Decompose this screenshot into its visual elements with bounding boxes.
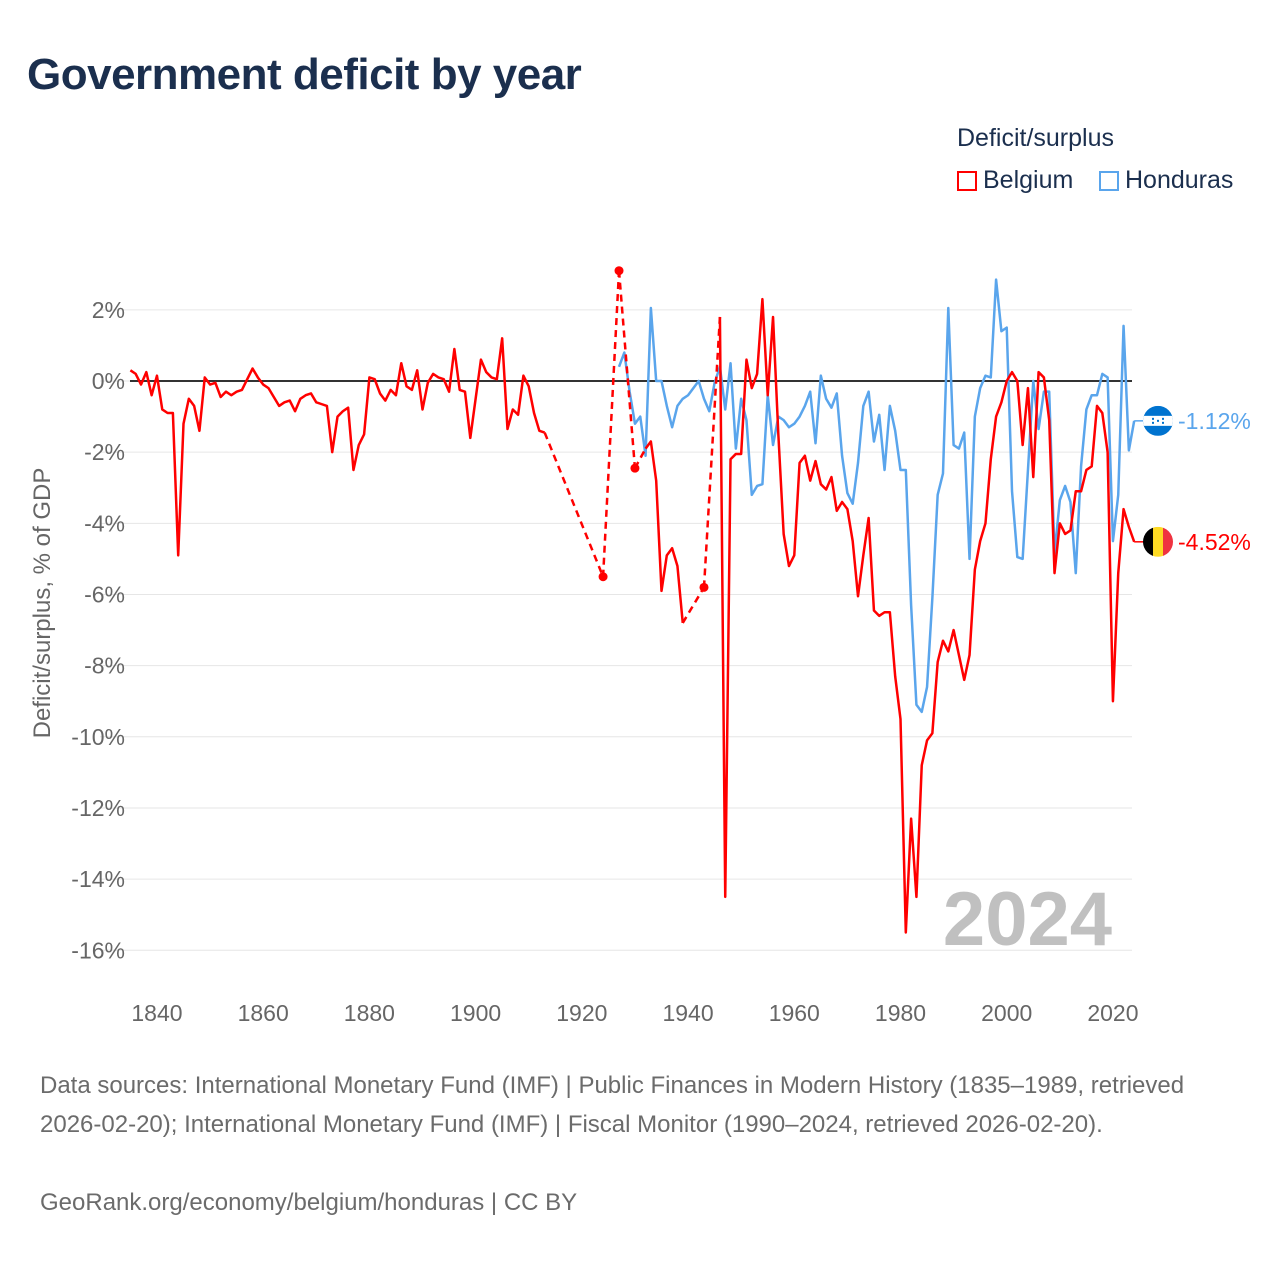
y-tick-label: -12% [71, 795, 125, 821]
legend-label-belgium: Belgium [983, 166, 1074, 194]
belgium-end-value-label: -4.52% [1178, 529, 1251, 555]
x-tick-label: 1980 [875, 1000, 926, 1026]
y-tick-label: -8% [84, 653, 125, 679]
belgium-line-segment [718, 297, 1136, 934]
y-axis-label: Deficit/surplus, % of GDP [29, 468, 56, 739]
x-tick-label: 1840 [131, 1000, 182, 1026]
x-tick-label: 1880 [344, 1000, 395, 1026]
belgium-gap-dashed-line [543, 432, 605, 578]
belgium-data-point [598, 572, 608, 582]
legend-item-belgium[interactable]: Belgium [957, 166, 1073, 195]
honduras-end-value-label: -1.12% [1178, 408, 1251, 434]
page-title: Government deficit by year [27, 50, 582, 99]
credit-link[interactable]: GeoRank.org/economy/belgium/honduras | C… [40, 1189, 578, 1216]
belgium-data-point [630, 463, 640, 473]
y-tick-label: -14% [71, 866, 125, 892]
x-tick-label: 2020 [1087, 1000, 1138, 1026]
x-tick-label: 1860 [238, 1000, 289, 1026]
y-tick-label: 0% [92, 368, 125, 394]
y-tick-label: -4% [84, 510, 125, 536]
year-watermark: 2024 [943, 877, 1112, 962]
belgium-line-segment [129, 337, 546, 557]
belgium-flag-icon [1143, 526, 1173, 557]
belgium-line-segment [644, 440, 684, 624]
y-tick-label: -10% [71, 724, 125, 750]
x-tick-label: 1920 [556, 1000, 607, 1026]
x-tick-label: 1900 [450, 1000, 501, 1026]
belgium-gap-dashed-line [617, 270, 637, 469]
x-tick-label: 1960 [769, 1000, 820, 1026]
data-sources: Data sources: International Monetary Fun… [40, 1072, 1185, 1138]
y-tick-label: 2% [92, 297, 125, 323]
y-tick-label: -2% [84, 439, 125, 465]
legend-title: Deficit/surplus [957, 124, 1114, 152]
legend-swatch-belgium [957, 170, 977, 191]
legend-swatch-honduras [1099, 170, 1119, 191]
belgium-data-point [699, 582, 709, 592]
y-tick-label: -6% [84, 581, 125, 607]
y-tick-label: -16% [71, 937, 125, 963]
belgium-gap-dashed-line [702, 316, 722, 588]
belgium-data-point [614, 266, 624, 276]
belgium-gap-dashed-line [681, 586, 706, 624]
belgium-gap-dashed-line [601, 270, 621, 577]
honduras-flag-icon [1143, 405, 1173, 436]
x-tick-label: 2000 [981, 1000, 1032, 1026]
x-tick-label: 1940 [662, 1000, 713, 1026]
legend-label-honduras: Honduras [1125, 166, 1234, 194]
legend-item-honduras[interactable]: Honduras [1099, 166, 1233, 195]
honduras-line-segment [617, 278, 1136, 714]
